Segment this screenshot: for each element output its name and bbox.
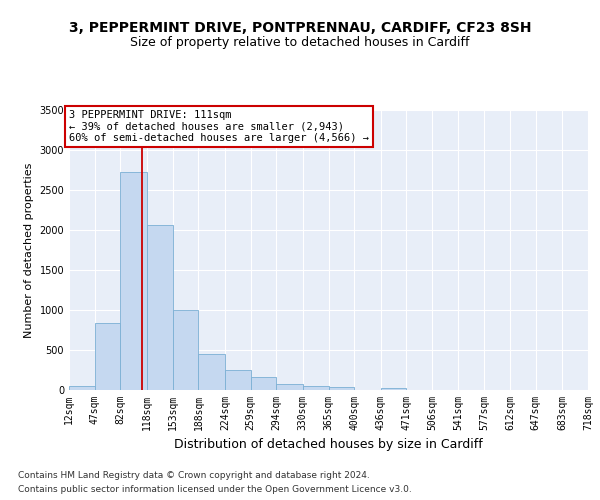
X-axis label: Distribution of detached houses by size in Cardiff: Distribution of detached houses by size … xyxy=(174,438,483,452)
Bar xyxy=(277,384,303,390)
Bar xyxy=(251,377,277,390)
Bar xyxy=(173,310,199,390)
Bar xyxy=(121,172,147,390)
Bar xyxy=(147,225,173,390)
Bar xyxy=(303,386,329,390)
Bar xyxy=(380,388,406,390)
Text: 3 PEPPERMINT DRIVE: 111sqm
← 39% of detached houses are smaller (2,943)
60% of s: 3 PEPPERMINT DRIVE: 111sqm ← 39% of deta… xyxy=(69,110,369,143)
Text: 3, PEPPERMINT DRIVE, PONTPRENNAU, CARDIFF, CF23 8SH: 3, PEPPERMINT DRIVE, PONTPRENNAU, CARDIF… xyxy=(69,20,531,34)
Bar xyxy=(225,370,251,390)
Y-axis label: Number of detached properties: Number of detached properties xyxy=(24,162,34,338)
Text: Contains public sector information licensed under the Open Government Licence v3: Contains public sector information licen… xyxy=(18,484,412,494)
Bar xyxy=(329,387,354,390)
Text: Contains HM Land Registry data © Crown copyright and database right 2024.: Contains HM Land Registry data © Crown c… xyxy=(18,472,370,480)
Bar xyxy=(69,386,95,390)
Bar xyxy=(199,354,225,390)
Text: Size of property relative to detached houses in Cardiff: Size of property relative to detached ho… xyxy=(130,36,470,49)
Bar xyxy=(95,323,121,390)
